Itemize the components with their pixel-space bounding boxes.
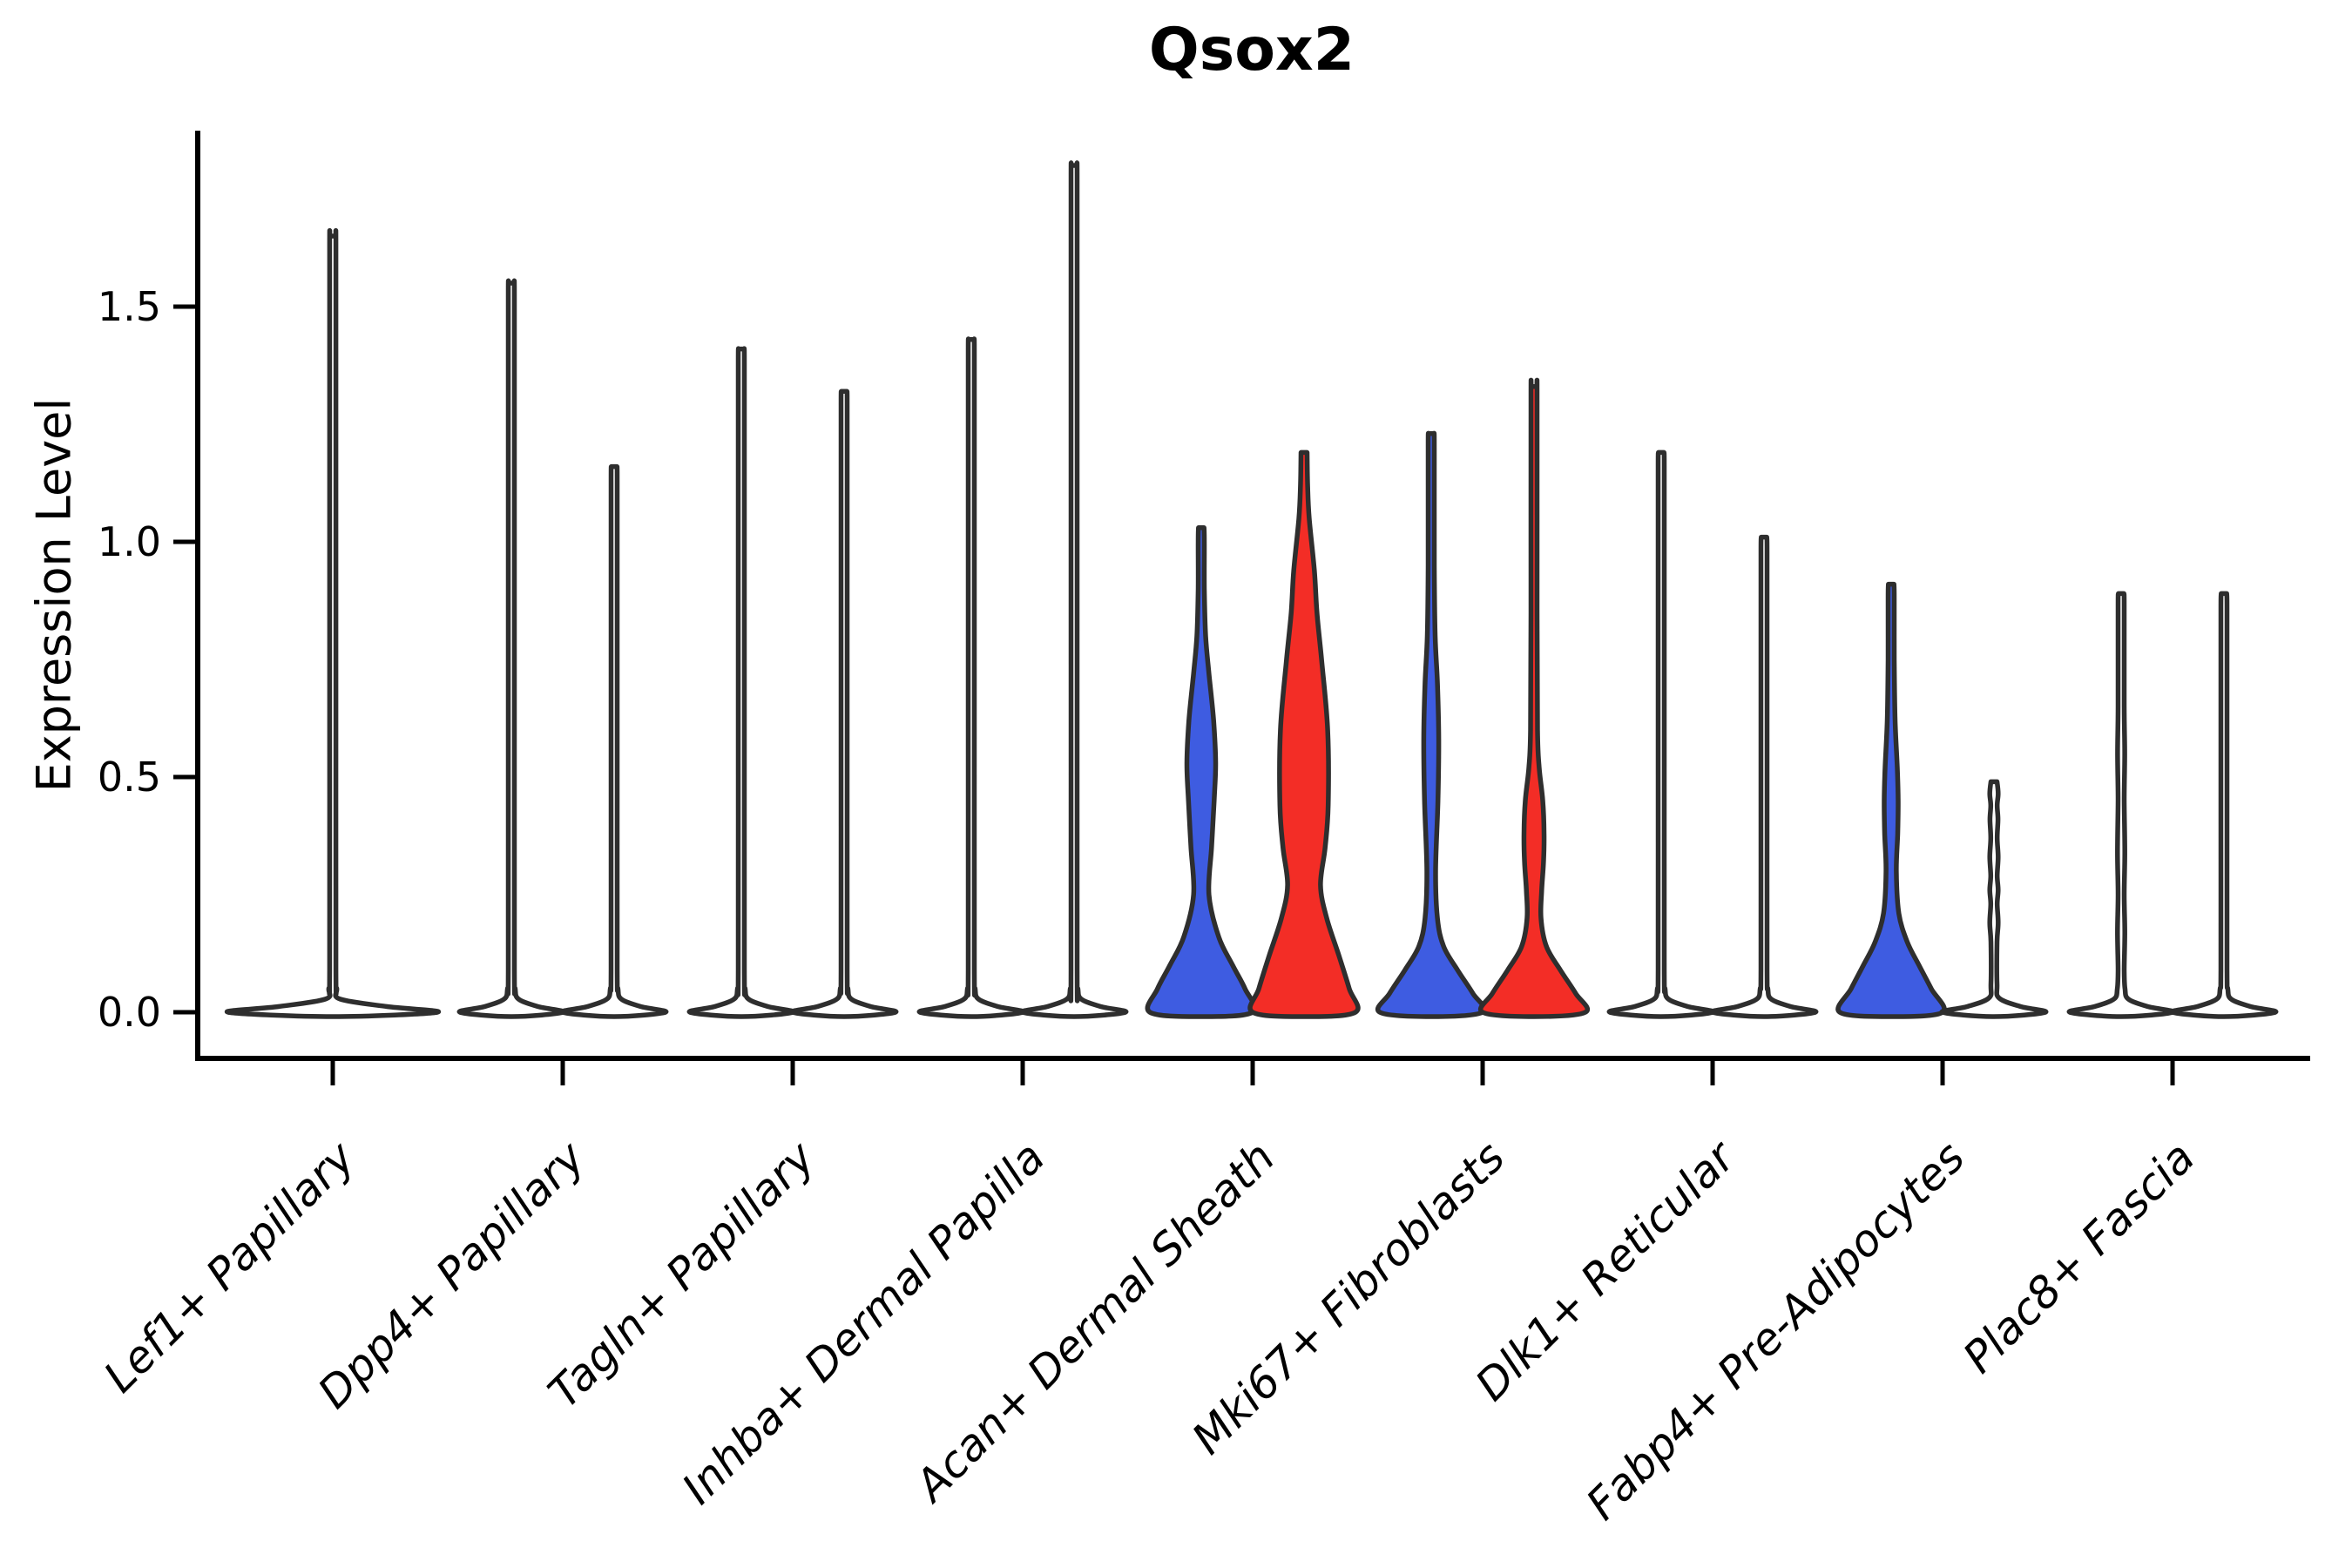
y-tick-label: 0.0 bbox=[98, 989, 161, 1036]
violin-left bbox=[2066, 591, 2176, 1019]
violin-right bbox=[789, 389, 899, 1019]
y-axis-title: Expression Level bbox=[26, 397, 82, 793]
x-tick-label: Lef1+ Papillary bbox=[94, 1131, 365, 1402]
violin-left bbox=[456, 278, 566, 1019]
violin-right bbox=[559, 463, 669, 1019]
violin-right bbox=[1477, 377, 1591, 1019]
violin-left bbox=[1835, 581, 1947, 1019]
x-tick-label: Plac8+ Fascia bbox=[1954, 1132, 2205, 1382]
violin-single bbox=[224, 227, 442, 1019]
y-tick-label: 1.0 bbox=[98, 518, 161, 565]
violin-right bbox=[1939, 779, 2049, 1019]
violin-left bbox=[686, 346, 796, 1019]
violin-right bbox=[1019, 160, 1129, 1019]
violin-right bbox=[1247, 449, 1361, 1019]
chart-title: Qsox2 bbox=[1148, 16, 1355, 84]
x-tick-label: Fabp4+ Pre-Adipocytes bbox=[1577, 1132, 1975, 1530]
violin-left bbox=[916, 336, 1026, 1019]
y-tick-label: 1.5 bbox=[98, 283, 161, 330]
violin-right bbox=[2169, 591, 2279, 1019]
x-tick-label: Inhba+ Dermal Papilla bbox=[672, 1132, 1054, 1513]
violin-left bbox=[1145, 525, 1258, 1019]
y-tick-label: 0.5 bbox=[98, 754, 161, 801]
violin-right bbox=[1709, 534, 1819, 1019]
violin-left bbox=[1606, 449, 1716, 1019]
violin-left bbox=[1375, 430, 1488, 1019]
